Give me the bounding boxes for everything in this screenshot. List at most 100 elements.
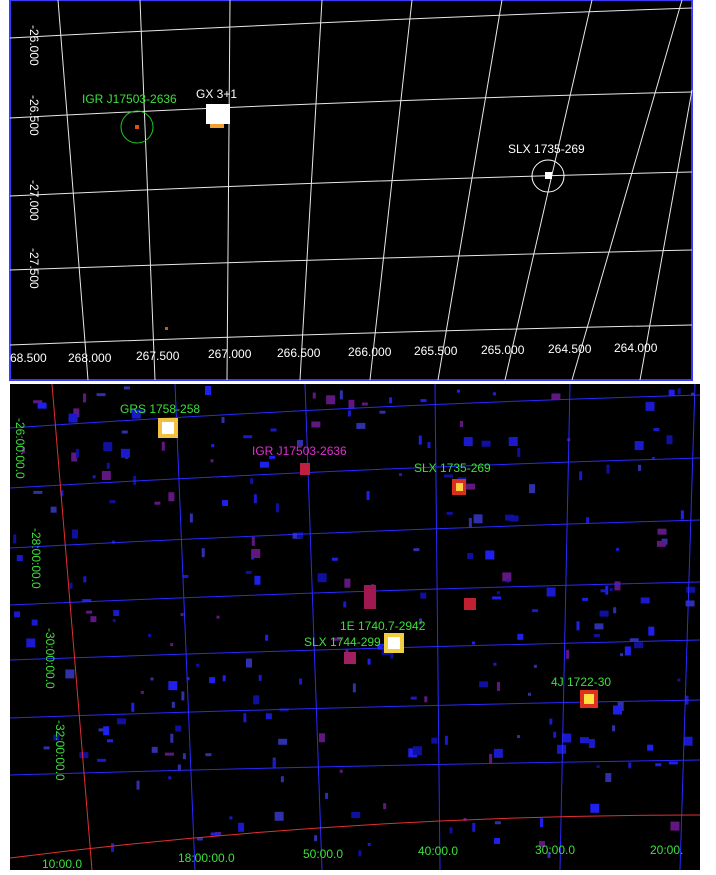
noise-pixel: [620, 653, 624, 657]
noise-pixel: [83, 393, 87, 403]
noise-pixel: [111, 843, 115, 853]
noise-pixel: [379, 410, 386, 414]
noise-pixel: [92, 475, 96, 479]
x-tick-label: 264.000: [614, 341, 658, 355]
noise-pixel: [312, 392, 316, 399]
top-grid: [9, 0, 693, 381]
source-label: IGR J17503-2636: [252, 444, 347, 458]
noise-pixel: [96, 393, 106, 397]
noise-pixel: [250, 478, 254, 485]
noise-pixel: [83, 576, 87, 583]
noise-pixel: [292, 532, 302, 539]
noise-pixel: [352, 683, 356, 693]
noise-pixel: [413, 548, 420, 552]
noise-pixel: [517, 633, 524, 640]
noise-pixel: [168, 776, 172, 780]
noise-pixel: [311, 421, 321, 428]
noise-pixel: [551, 393, 561, 400]
top-panel: IGR J17503-2636 GX 3+1 SLX 1735-269 -26.…: [9, 0, 693, 381]
noise-pixel: [168, 492, 175, 502]
noise-pixel: [492, 392, 496, 396]
noise-pixel: [222, 675, 226, 682]
noise-pixel: [691, 392, 695, 396]
noise-pixel: [546, 587, 556, 597]
noise-pixel: [424, 696, 428, 703]
noise-pixel: [616, 547, 620, 551]
source-blob: [388, 637, 400, 649]
y-tick-label: -26.500: [27, 95, 41, 136]
source-blob: [456, 483, 463, 491]
noise-pixel: [278, 738, 288, 745]
noise-pixel: [189, 513, 193, 523]
noise-pixel: [177, 764, 181, 771]
noise-pixel: [479, 681, 489, 688]
noise-pixel: [101, 471, 111, 481]
noise-pixel: [171, 701, 175, 708]
noise-pixel: [653, 427, 660, 431]
noise-pixel: [258, 674, 262, 681]
noise-pixel: [398, 473, 402, 477]
noise-pixel: [657, 528, 667, 535]
noise-pixel: [243, 435, 253, 439]
source-label: GRS 1758-258: [120, 402, 200, 416]
noise-pixel: [33, 400, 43, 404]
noise-pixel: [493, 748, 503, 758]
noise-pixel: [529, 484, 536, 494]
noise-pixel: [613, 607, 617, 614]
noise-pixel: [466, 483, 476, 490]
noise-pixel: [317, 573, 327, 583]
noise-pixel: [505, 514, 515, 521]
noise-pixel: [103, 442, 113, 452]
noise-pixel: [628, 762, 632, 769]
noise-pixel: [493, 662, 497, 666]
source-blob: [545, 172, 552, 179]
noise-pixel: [33, 490, 43, 494]
noise-pixel: [361, 402, 368, 406]
y-tick-label: -27.500: [27, 248, 41, 289]
source-label: SLX 1744-299: [304, 635, 381, 649]
noise-pixel: [136, 780, 140, 790]
noise-pixel: [410, 696, 417, 700]
noise-pixel: [113, 610, 120, 617]
noise-pixel: [210, 459, 214, 463]
noise-pixel: [154, 501, 161, 505]
noise-pixel: [599, 610, 609, 617]
noise-pixel: [201, 548, 205, 558]
noise-pixel: [72, 529, 79, 539]
noise-pixel: [496, 591, 500, 595]
noise-pixel: [109, 500, 116, 504]
noise-pixel: [326, 395, 336, 405]
noise-pixel: [502, 572, 512, 582]
noise-pixel: [60, 490, 64, 497]
noise-pixel: [299, 678, 303, 685]
noise-pixel: [325, 792, 329, 799]
noise-pixel: [279, 708, 289, 712]
noise-pixel: [419, 618, 423, 625]
bottom-frame: [10, 384, 700, 870]
noise-pixel: [497, 681, 501, 691]
noise-pixel: [170, 733, 174, 743]
noise-pixel: [272, 759, 276, 769]
noise: [13, 386, 696, 858]
source-blob: [162, 422, 174, 434]
x-tick-label: 266.500: [277, 346, 321, 360]
noise-pixel: [444, 735, 448, 745]
noise-pixel: [443, 474, 453, 478]
noise-pixel: [221, 417, 225, 424]
noise-pixel: [216, 615, 220, 619]
y-tick-label: -26:00:00.0: [13, 418, 27, 479]
noise-pixel: [579, 737, 589, 744]
x-tick-label: 20:00.: [650, 843, 683, 857]
boundary: [51, 383, 93, 871]
noise-pixel: [112, 619, 116, 623]
noise-pixel: [345, 649, 349, 653]
noise-pixel: [492, 596, 502, 600]
noise-pixel: [634, 441, 644, 451]
noise-pixel: [463, 437, 473, 447]
noise-pixel: [600, 589, 607, 593]
noise-pixel: [50, 506, 57, 513]
noise-pixel: [427, 441, 431, 448]
noise-pixel: [161, 441, 165, 451]
noise-pixel: [26, 638, 36, 648]
noise-pixel: [431, 737, 438, 744]
